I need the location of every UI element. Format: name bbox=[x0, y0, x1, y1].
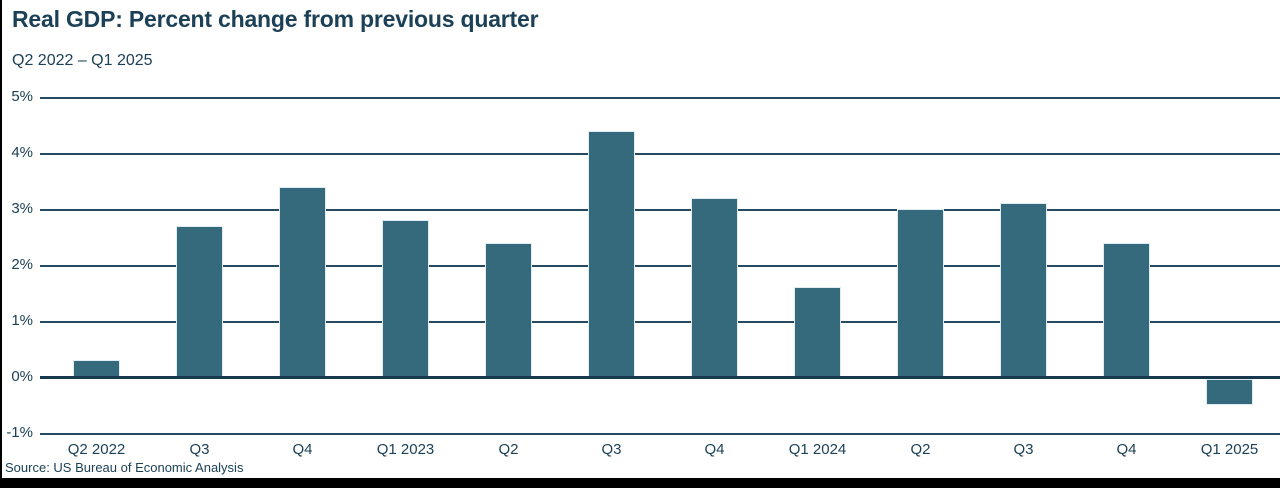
bar-q2-2022 bbox=[73, 360, 120, 377]
gridline-4pct bbox=[40, 153, 1280, 155]
y-tick-label-1pct: 1% bbox=[11, 312, 33, 329]
x-tick-label-q2: Q2 bbox=[910, 441, 931, 458]
y-tick-label-4pct: 4% bbox=[11, 144, 33, 161]
x-tick-label-q3: Q3 bbox=[1013, 441, 1034, 458]
y-tick-label-0pct: 0% bbox=[11, 368, 33, 385]
bar-q2 bbox=[897, 209, 944, 377]
gridline-2pct bbox=[40, 265, 1280, 267]
bar-q1-2024 bbox=[794, 287, 841, 377]
bar-q1-2025 bbox=[1206, 379, 1253, 405]
bottom-border bbox=[2, 478, 1280, 488]
x-tick-label-q3: Q3 bbox=[189, 441, 210, 458]
bar-q1-2023 bbox=[382, 220, 429, 377]
chart-subtitle: Q2 2022 – Q1 2025 bbox=[12, 52, 153, 69]
zero-axis-line bbox=[40, 375, 1280, 379]
plot-area: Q2 2022 Q3 Q4 Q1 2023 Q2 Q3 Q4 Q1 2024 Q2 Q3 Q4 Q1 … bbox=[40, 97, 1280, 458]
x-tick-label-q3: Q3 bbox=[601, 441, 622, 458]
gridline-1pct bbox=[40, 321, 1280, 323]
bar-q3 bbox=[176, 225, 223, 377]
source-note: Source: US Bureau of Economic Analysis bbox=[5, 460, 244, 475]
bar-q3 bbox=[1000, 203, 1047, 377]
bar-q4 bbox=[691, 197, 738, 377]
x-tick-label-q1-2023: Q1 2023 bbox=[376, 441, 435, 458]
y-tick-label--1pct: -1% bbox=[6, 424, 33, 441]
bar-q2 bbox=[485, 242, 532, 377]
x-tick-label-q2-2022: Q2 2022 bbox=[67, 441, 126, 458]
gridline--1pct bbox=[40, 433, 1280, 435]
bar-q4 bbox=[279, 186, 326, 377]
x-tick-label-q1-2024: Q1 2024 bbox=[788, 441, 847, 458]
x-tick-label-q2: Q2 bbox=[498, 441, 519, 458]
x-tick-label-q1-2025: Q1 2025 bbox=[1200, 441, 1259, 458]
x-tick-label-q4: Q4 bbox=[292, 441, 313, 458]
y-tick-label-5pct: 5% bbox=[11, 88, 33, 105]
bar-q4 bbox=[1103, 242, 1150, 377]
gridline-5pct bbox=[40, 97, 1280, 99]
gridline-3pct bbox=[40, 209, 1280, 211]
bar-q3 bbox=[588, 130, 635, 377]
y-tick-label-2pct: 2% bbox=[11, 256, 33, 273]
y-tick-label-3pct: 3% bbox=[11, 200, 33, 217]
x-tick-label-q4: Q4 bbox=[704, 441, 725, 458]
chart-title: Real GDP: Percent change from previous q… bbox=[12, 6, 539, 32]
x-tick-label-q4: Q4 bbox=[1116, 441, 1137, 458]
